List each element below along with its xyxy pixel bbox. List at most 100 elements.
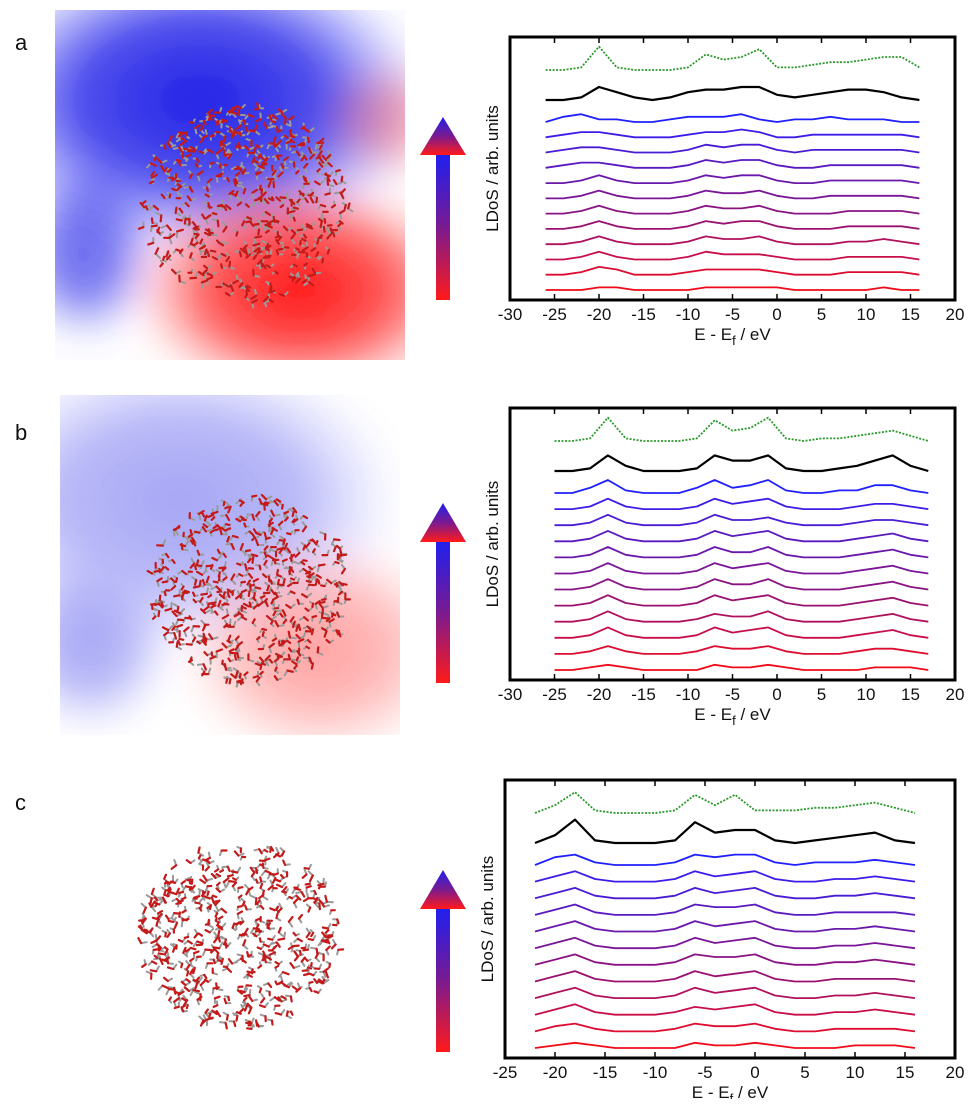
x-axis-label: E - Ef / eV <box>694 705 771 728</box>
ldos-curve <box>534 953 916 966</box>
molecules <box>140 845 340 1030</box>
field-image <box>85 780 395 1080</box>
x-axis-label: E - E <box>694 705 732 724</box>
ldos-curve <box>545 113 920 123</box>
x-axis-label-sub: f <box>732 333 736 348</box>
field-image <box>55 10 405 360</box>
ldos-curve <box>545 235 920 246</box>
panel-label: a <box>15 30 28 55</box>
ldos-curve <box>534 791 916 814</box>
panel-label: b <box>15 420 27 445</box>
ldos-curve <box>554 626 929 639</box>
ldos-curve <box>534 1003 916 1016</box>
ldos-curve <box>554 578 929 591</box>
plot-frame <box>508 35 957 302</box>
x-axis-label: E - Ef / eV <box>694 325 771 348</box>
y-axis-label: LDoS / arb. units <box>478 856 497 983</box>
ldos-curve <box>554 513 929 527</box>
molecules <box>146 493 351 686</box>
color-arrow <box>420 503 466 683</box>
x-axis-label: / eV <box>736 325 772 344</box>
ldos-curve <box>534 1022 916 1033</box>
color-arrow <box>420 870 466 1052</box>
ldos-curve <box>534 920 916 933</box>
x-tick-label: -25 <box>493 1063 518 1082</box>
x-tick-label: -15 <box>631 305 656 324</box>
x-tick-label: -15 <box>593 1063 618 1082</box>
ldos-curve <box>554 645 929 655</box>
color-arrow <box>420 117 466 300</box>
ldos-curve <box>534 853 916 866</box>
ldos-curve <box>554 497 929 510</box>
x-tick-label: 5 <box>800 1063 809 1082</box>
x-tick-label: 15 <box>896 1063 915 1082</box>
plot-frame <box>503 778 957 1060</box>
ldos-curve <box>554 594 929 607</box>
x-tick-label: 10 <box>846 1063 865 1082</box>
x-tick-label: -30 <box>498 305 523 324</box>
field-image <box>60 395 400 735</box>
plot-frame <box>508 406 957 682</box>
ldos-curve <box>534 1041 916 1049</box>
ldos-curve <box>534 970 916 983</box>
ldos-curve <box>554 610 929 623</box>
x-axis-label: E - E <box>694 325 732 344</box>
molecules <box>137 102 351 304</box>
ldos-curve <box>554 479 929 494</box>
x-tick-label: 10 <box>857 305 876 324</box>
ldos-curve <box>545 85 920 102</box>
x-tick-label: -5 <box>725 685 740 704</box>
x-tick-label: 0 <box>772 685 781 704</box>
x-tick-label: -25 <box>542 305 567 324</box>
x-tick-label: -20 <box>543 1063 568 1082</box>
ldos-curve <box>534 936 916 950</box>
ldos-curve <box>554 562 929 575</box>
ldos-curve <box>534 887 916 900</box>
x-tick-label: 15 <box>901 685 920 704</box>
x-axis-label: / eV <box>736 705 772 724</box>
ldos-curve <box>545 189 920 200</box>
x-tick-label: 0 <box>750 1063 759 1082</box>
x-tick-label: 5 <box>817 685 826 704</box>
x-tick-label: 0 <box>772 305 781 324</box>
ldos-curve <box>545 266 920 276</box>
x-tick-label: -10 <box>676 305 701 324</box>
molecules <box>137 846 345 1030</box>
x-tick-label: -10 <box>676 685 701 704</box>
ldos-curve <box>545 128 920 139</box>
x-tick-label: 20 <box>946 1063 965 1082</box>
x-tick-label: 20 <box>946 305 965 324</box>
ldos-curve <box>545 286 920 291</box>
panel-label: c <box>15 790 26 815</box>
x-tick-label: -5 <box>725 305 740 324</box>
x-tick-label: 15 <box>901 305 920 324</box>
x-tick-label: -5 <box>697 1063 712 1082</box>
x-tick-label: -10 <box>643 1063 668 1082</box>
x-axis-label-sub: f <box>730 1091 734 1099</box>
ldos-curve <box>534 986 916 999</box>
ldos-curve <box>545 45 920 71</box>
y-axis-label: LDoS / arb. units <box>483 481 502 608</box>
x-tick-label: 10 <box>857 685 876 704</box>
x-axis-label-sub: f <box>732 713 736 728</box>
ldos-curve <box>545 143 920 154</box>
x-tick-label: -15 <box>631 685 656 704</box>
x-tick-label: -20 <box>587 685 612 704</box>
ldos-curve <box>545 204 920 215</box>
x-tick-label: -25 <box>542 685 567 704</box>
ldos-curve <box>554 530 929 543</box>
ldos-curve <box>554 454 929 473</box>
ldos-curve <box>545 220 920 230</box>
ldos-curve <box>554 546 929 559</box>
x-axis-label: / eV <box>733 1083 769 1099</box>
ldos-curve <box>545 250 920 261</box>
x-tick-label: -30 <box>498 685 523 704</box>
x-tick-label: -20 <box>587 305 612 324</box>
ldos-curve <box>554 663 929 671</box>
ldos-curve <box>545 174 920 184</box>
ldos-curve <box>534 903 916 916</box>
ldos-curve <box>534 818 916 845</box>
ldos-curve <box>554 416 929 442</box>
y-axis-label: LDoS / arb. units <box>483 105 502 232</box>
